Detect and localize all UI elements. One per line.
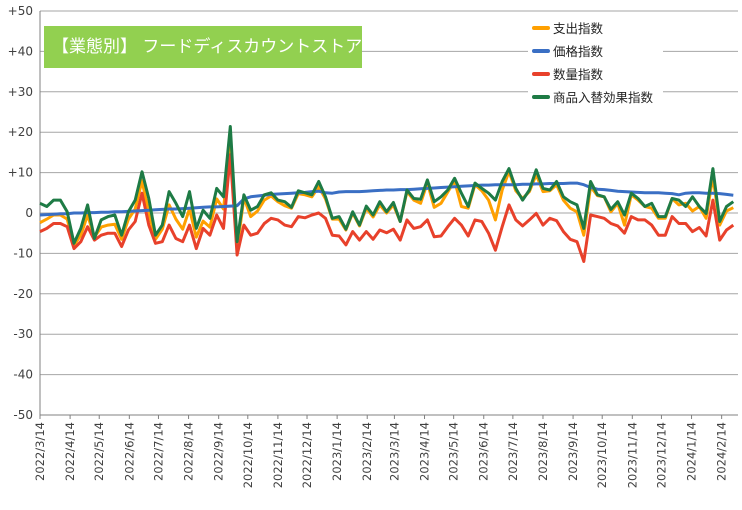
x-tick-label: 2022/11/14 xyxy=(271,422,285,488)
legend-label: 価格指数 xyxy=(553,44,604,59)
legend-item-spending: 支出指数 xyxy=(532,16,653,39)
legend: 支出指数 価格指数 数量指数 商品入替効果指数 xyxy=(528,14,664,110)
x-tick-label: 2022/7/14 xyxy=(151,422,165,481)
y-tick-label: -10 xyxy=(13,246,33,260)
y-tick-label: +10 xyxy=(8,166,33,180)
y-tick-label: +50 xyxy=(8,4,33,18)
x-tick-label: 2023/4/14 xyxy=(418,422,432,481)
y-tick-label: 0 xyxy=(25,206,33,220)
legend-label: 商品入替効果指数 xyxy=(553,90,654,105)
legend-swatch xyxy=(532,25,550,30)
x-tick-label: 2022/10/14 xyxy=(241,422,255,488)
x-tick-label: 2022/6/14 xyxy=(122,422,136,481)
legend-item-price: 価格指数 xyxy=(532,39,653,62)
legend-item-quantity: 数量指数 xyxy=(532,62,653,85)
y-axis-ticks: +50 +40 +30 +20 +10 0 -10 -20 -30 -40 -50 xyxy=(8,4,33,422)
chart-title: 【業態別】 フードディスカウントストア xyxy=(44,26,362,68)
legend-label: 数量指数 xyxy=(553,67,604,82)
y-tick-label: -50 xyxy=(13,408,33,422)
x-tick-label: 2023/3/14 xyxy=(387,422,401,481)
x-tick-label: 2022/4/14 xyxy=(63,422,77,481)
x-tick-label: 2023/10/14 xyxy=(595,422,609,488)
x-tick-label: 2023/11/14 xyxy=(625,422,639,488)
x-tick-label: 2023/1/14 xyxy=(330,422,344,481)
x-tick-label: 2024/1/14 xyxy=(685,422,699,481)
x-tick-label: 2023/12/14 xyxy=(654,422,668,488)
x-tick-label: 2022/3/14 xyxy=(33,422,47,481)
x-tick-label: 2022/9/14 xyxy=(212,422,226,481)
legend-swatch xyxy=(532,94,550,99)
series-line-3 xyxy=(39,125,735,245)
series-line-1 xyxy=(39,181,734,217)
legend-item-product-replacement: 商品入替効果指数 xyxy=(532,85,653,108)
x-tick-label: 2022/8/14 xyxy=(182,422,196,481)
y-tick-label: -40 xyxy=(13,368,33,382)
x-tick-label: 2023/2/14 xyxy=(360,422,374,481)
y-tick-label: -30 xyxy=(13,327,33,341)
x-tick-label: 2023/9/14 xyxy=(566,422,580,481)
legend-swatch xyxy=(532,48,550,53)
x-tick-label: 2023/8/14 xyxy=(536,422,550,481)
y-tick-label: -20 xyxy=(13,287,33,301)
x-axis-ticks: 2022/3/14 2022/4/14 2022/5/14 2022/6/14 2022… xyxy=(33,415,729,488)
x-tick-label: 2024/2/14 xyxy=(715,422,729,481)
x-tick-label: 2022/12/14 xyxy=(300,422,314,488)
legend-label: 支出指数 xyxy=(553,21,604,36)
y-tick-label: +40 xyxy=(8,44,33,58)
gridlines xyxy=(39,10,738,416)
x-tick-label: 2023/7/14 xyxy=(506,422,520,481)
y-tick-label: +20 xyxy=(8,125,33,139)
series-lines xyxy=(39,125,735,263)
x-tick-label: 2023/5/14 xyxy=(447,422,461,481)
legend-swatch xyxy=(532,71,550,76)
x-tick-label: 2023/6/14 xyxy=(477,422,491,481)
y-tick-label: +30 xyxy=(8,85,33,99)
series-line-2 xyxy=(39,153,735,263)
x-tick-label: 2022/5/14 xyxy=(92,422,106,481)
